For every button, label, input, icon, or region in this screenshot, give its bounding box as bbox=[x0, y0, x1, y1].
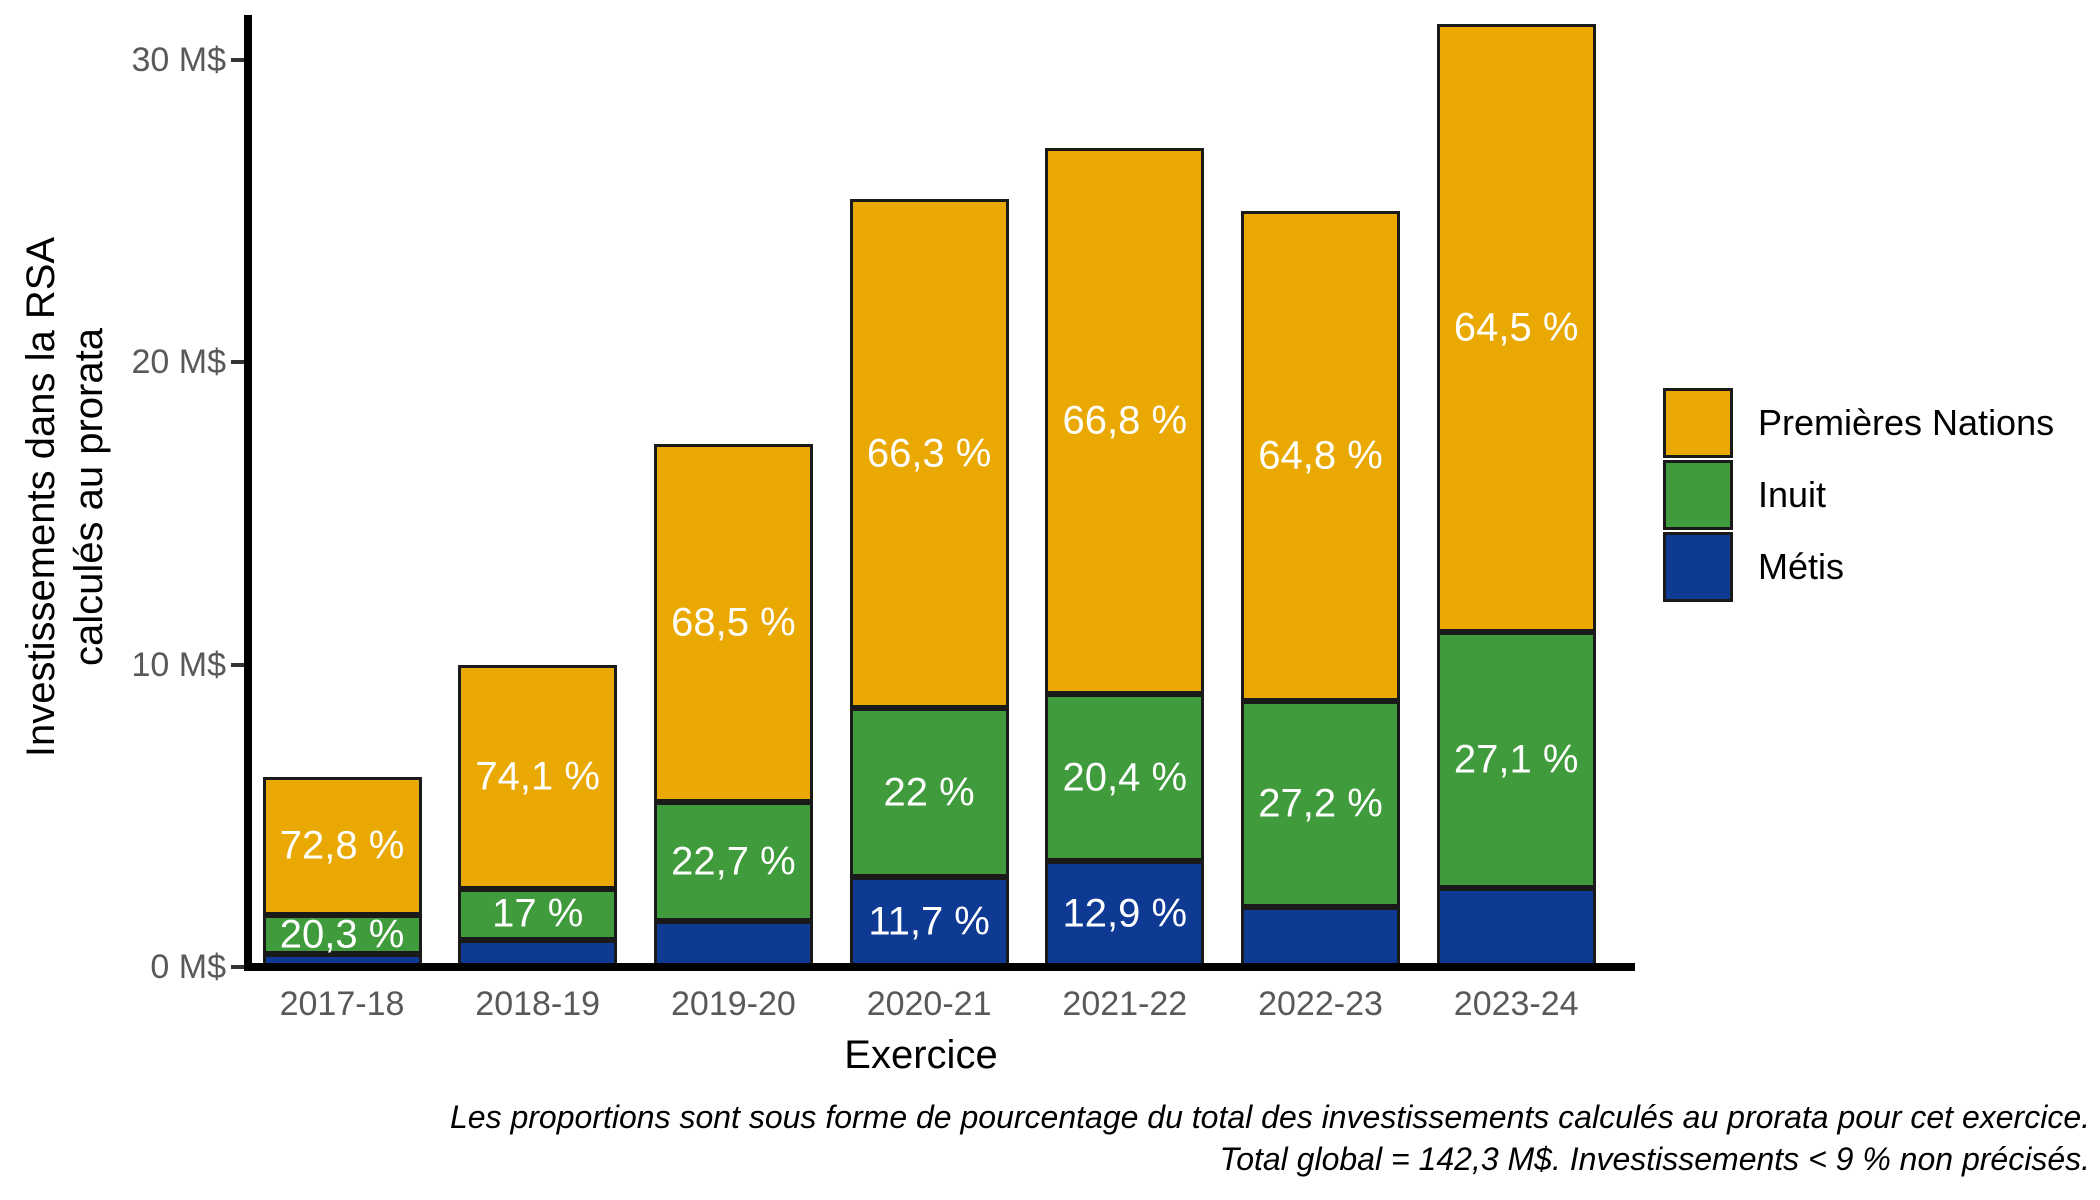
segment-label: 72,8 % bbox=[279, 823, 405, 868]
x-axis-line bbox=[244, 963, 1635, 971]
y-tick-mark bbox=[231, 58, 245, 62]
y-axis-title-line-1: Investissements dans la RSA bbox=[19, 236, 63, 758]
bar-segment bbox=[653, 443, 813, 803]
y-axis-line bbox=[244, 15, 252, 971]
bar-segment bbox=[1436, 632, 1596, 888]
x-tick-label: 2017-18 bbox=[279, 985, 405, 1023]
segment-label: 68,5 % bbox=[671, 600, 796, 645]
bar-segment bbox=[1241, 700, 1400, 907]
segment-label: 20,4 % bbox=[1062, 755, 1188, 800]
y-tick-label: 10 M$ bbox=[131, 645, 227, 684]
bar-segment bbox=[849, 708, 1009, 878]
segment-label: 12,9 % bbox=[1062, 891, 1188, 936]
legend-swatch-1 bbox=[1663, 388, 1733, 458]
y-tick-mark bbox=[231, 965, 245, 969]
segment-label: 64,8 % bbox=[1258, 433, 1383, 478]
y-axis-title: Investissements dans la RSA calculés au … bbox=[17, 197, 117, 797]
bar-segment bbox=[1045, 861, 1205, 967]
bar-segment bbox=[1045, 693, 1205, 862]
bar-segment bbox=[458, 664, 618, 889]
caption-line-1: Les proportions sont sous forme de pourc… bbox=[449, 1099, 2090, 1135]
bar-segment bbox=[849, 199, 1009, 709]
y-tick-label: 20 M$ bbox=[131, 343, 227, 382]
segment-label: 27,2 % bbox=[1258, 781, 1383, 826]
legend-swatch-3 bbox=[1663, 532, 1733, 602]
legend-label: Premières Nations bbox=[1758, 402, 2055, 443]
bar-segment bbox=[653, 920, 813, 967]
segment-label: 22 % bbox=[883, 770, 975, 815]
x-tick-label: 2018-19 bbox=[475, 985, 601, 1023]
bar-segment bbox=[262, 776, 422, 916]
y-tick-mark bbox=[231, 662, 245, 667]
x-tick-label: 2019-20 bbox=[671, 985, 796, 1023]
segment-label: 27,1 % bbox=[1453, 737, 1579, 782]
legend-swatch-2 bbox=[1663, 460, 1733, 530]
x-tick-label: 2020-21 bbox=[866, 985, 992, 1023]
y-tick-mark bbox=[231, 360, 245, 365]
segment-label: 66,8 % bbox=[1062, 398, 1188, 443]
caption-line-2: Total global = 142,3 M$. Investissements… bbox=[1219, 1141, 2090, 1177]
bar-segment bbox=[1241, 211, 1400, 701]
segment-label: 74,1 % bbox=[475, 754, 600, 799]
segment-label: 11,7 % bbox=[868, 899, 990, 944]
bar-segment bbox=[262, 915, 422, 954]
x-axis-title: Exercice bbox=[844, 1033, 998, 1077]
segment-label: 66,3 % bbox=[866, 431, 992, 476]
segment-label: 22,7 % bbox=[671, 839, 796, 884]
segment-label: 64,5 % bbox=[1453, 305, 1579, 350]
x-tick-label: 2022-23 bbox=[1258, 985, 1383, 1023]
y-tick-label: 30 M$ bbox=[131, 41, 227, 79]
legend-label: Métis bbox=[1758, 546, 1845, 587]
segment-label: 17 % bbox=[492, 891, 584, 936]
y-tick-label: 0 M$ bbox=[150, 948, 226, 986]
bar-segment bbox=[1436, 887, 1596, 967]
legend-label: Inuit bbox=[1758, 474, 1827, 515]
bar-segment bbox=[1045, 147, 1205, 694]
x-tick-label: 2021-22 bbox=[1062, 985, 1188, 1023]
bar-segment bbox=[1241, 906, 1400, 967]
caption: Les proportions sont sous forme de pourc… bbox=[450, 1096, 2090, 1180]
bar-segment bbox=[1436, 23, 1596, 633]
y-axis-title-line-2: calculés au prorata bbox=[67, 328, 111, 666]
segment-label: 20,3 % bbox=[279, 912, 405, 956]
bar-segment bbox=[458, 888, 618, 941]
x-tick-label: 2023-24 bbox=[1453, 985, 1579, 1023]
bar-segment bbox=[653, 802, 813, 921]
